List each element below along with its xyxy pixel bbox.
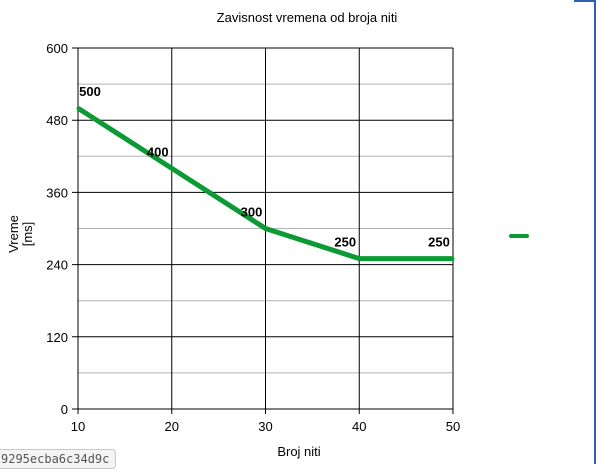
x-tick-label: 20 bbox=[165, 419, 179, 434]
data-point bbox=[357, 257, 361, 261]
frame-edge-right bbox=[594, 0, 596, 464]
hash-label: 9295ecba6c34d9c bbox=[0, 449, 117, 469]
x-tick-label: 40 bbox=[352, 419, 366, 434]
y-axis-label-line-2: [ms] bbox=[20, 222, 35, 247]
data-point bbox=[170, 166, 174, 170]
y-tick-label: 480 bbox=[46, 113, 68, 128]
data-label: 250 bbox=[334, 235, 356, 250]
x-tick-label: 50 bbox=[446, 419, 460, 434]
data-label: 300 bbox=[241, 205, 263, 220]
x-tick-label: 10 bbox=[71, 419, 85, 434]
y-tick-label: 600 bbox=[46, 41, 68, 56]
data-point bbox=[264, 227, 267, 230]
y-tick-label: 120 bbox=[46, 330, 68, 345]
y-axis-label: Vreme [ms] bbox=[6, 215, 35, 253]
data-label: 250 bbox=[428, 235, 450, 250]
y-tick-label: 0 bbox=[61, 402, 68, 417]
data-label-group: 500 400 300 250 250 bbox=[79, 84, 450, 249]
series-line-group bbox=[76, 106, 455, 262]
data-point bbox=[451, 257, 455, 261]
data-label: 400 bbox=[147, 144, 169, 159]
data-point bbox=[76, 106, 80, 110]
frame-edge-top-right bbox=[574, 0, 596, 2]
y-tick-label: 360 bbox=[46, 185, 68, 200]
x-tick-labels: 10 20 30 40 50 bbox=[71, 419, 460, 434]
x-axis-label: Broj niti bbox=[277, 444, 320, 459]
data-label: 500 bbox=[79, 84, 101, 99]
y-tick-labels: 0 120 240 360 480 600 bbox=[46, 41, 68, 417]
y-axis-label-line-1: Vreme bbox=[6, 215, 21, 253]
major-gridlines bbox=[72, 47, 454, 414]
y-tick-label: 240 bbox=[46, 258, 68, 273]
chart-title: Zavisnost vremena od broja niti bbox=[217, 10, 398, 25]
x-tick-label: 30 bbox=[258, 419, 272, 434]
